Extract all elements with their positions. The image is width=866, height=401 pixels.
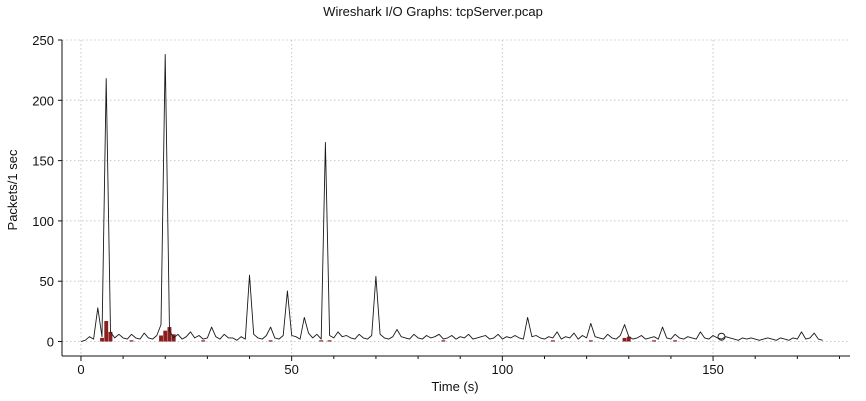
grid-lines <box>62 39 850 356</box>
bar <box>441 340 446 342</box>
tick-labels: 0 50 100 150 200 250 0 50 100 150 <box>32 33 724 377</box>
bar <box>319 340 324 342</box>
line-series <box>80 54 823 342</box>
bar <box>622 337 627 342</box>
bar <box>626 336 631 342</box>
bar <box>550 340 555 342</box>
y-tick-label: 50 <box>40 274 54 289</box>
x-axis-label: Time (s) <box>431 379 478 394</box>
y-tick-label: 100 <box>32 214 54 229</box>
y-tick-label: 200 <box>32 93 54 108</box>
bar <box>167 327 172 342</box>
axes <box>58 39 850 361</box>
bar <box>673 340 678 342</box>
bar <box>652 340 656 342</box>
x-tick-label: 150 <box>702 362 724 377</box>
bar <box>163 330 168 342</box>
chart-title: Wireshark I/O Graphs: tcpServer.pcap <box>323 4 543 19</box>
y-axis-label: Packets/1 sec <box>5 149 20 230</box>
marker-circle <box>717 332 726 341</box>
y-tick-label: 0 <box>47 335 54 350</box>
x-tick-label: 50 <box>284 362 298 377</box>
series-line <box>80 54 823 342</box>
bar <box>268 340 273 342</box>
bar <box>100 337 104 342</box>
y-tick-label: 250 <box>32 33 54 48</box>
bar <box>129 340 134 342</box>
bar <box>588 340 593 342</box>
bar <box>159 335 163 342</box>
bar <box>104 321 109 342</box>
y-tick-label: 150 <box>32 154 54 169</box>
bar <box>327 340 332 342</box>
bar <box>108 331 113 342</box>
bar <box>201 340 206 342</box>
x-tick-label: 100 <box>492 362 514 377</box>
x-tick-label: 0 <box>77 362 84 377</box>
